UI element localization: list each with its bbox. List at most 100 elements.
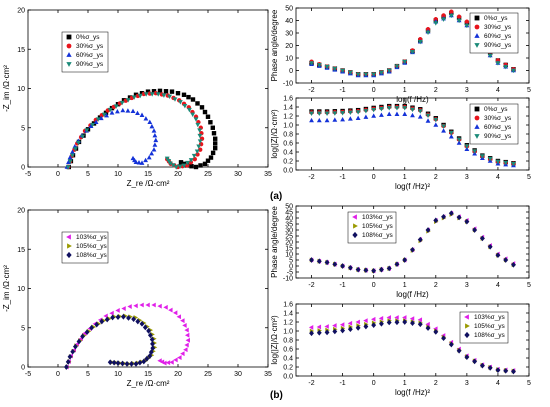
data-point: [316, 111, 322, 116]
x-tick-label: 30: [234, 171, 242, 178]
data-point: [464, 144, 470, 149]
data-point: [67, 159, 73, 164]
data-point: [213, 136, 218, 141]
chart-mod_a: -2 -1 0 1 2 3 4 5 0.0 0.2 0.4 0.6 0.8 1.0 1.2 1.4 1.6 log…: [270, 96, 531, 192]
y-tick-label: 5: [289, 258, 293, 265]
data-point: [193, 164, 199, 170]
data-point: [133, 361, 139, 367]
data-point: [67, 353, 73, 360]
x-tick-label: -5: [25, 171, 31, 178]
data-point: [181, 163, 187, 169]
legend-marker: [474, 106, 480, 112]
data-point: [347, 264, 353, 271]
y-tick-label: 0.2: [283, 365, 293, 372]
x-tick-label: 1: [403, 87, 407, 94]
legend: 0%σ_ys 30%σ_ys 60%σ_ys 90%σ_ys: [469, 12, 519, 54]
legend-marker: [352, 214, 357, 220]
data-point: [120, 107, 126, 113]
data-point: [332, 328, 338, 335]
x-axis-label: log(f /Hz)²: [395, 388, 430, 397]
data-point: [95, 117, 101, 122]
data-point: [90, 122, 95, 128]
data-point: [169, 89, 175, 94]
data-point: [135, 318, 141, 325]
data-point: [177, 164, 183, 169]
x-axis-label: Z_re /Ω·cm²: [127, 179, 170, 188]
data-point: [402, 315, 407, 320]
data-point: [153, 91, 158, 96]
data-point: [147, 119, 153, 125]
x-tick-label: 25: [204, 371, 212, 378]
data-point: [394, 64, 400, 69]
legend-marker: [474, 134, 480, 139]
data-point: [189, 164, 194, 169]
data-point: [448, 13, 454, 19]
data-point: [339, 322, 345, 328]
data-point: [456, 18, 462, 24]
legend-box: [469, 12, 519, 54]
data-point: [371, 107, 377, 113]
data-point: [162, 360, 167, 366]
legend-label: 0%σ_ys: [76, 34, 100, 41]
x-tick-label: 30: [234, 371, 242, 378]
data-point: [479, 154, 485, 159]
data-point: [195, 152, 200, 157]
data-point: [127, 304, 132, 309]
data-point: [211, 131, 217, 136]
data-point: [464, 146, 470, 152]
data-point: [205, 158, 211, 163]
legend-marker: [66, 52, 72, 57]
data-point: [114, 109, 120, 114]
x-tick-label: 4: [496, 282, 500, 289]
y-tick-label: 0.8: [283, 132, 293, 139]
data-point: [456, 140, 462, 145]
data-point: [67, 154, 73, 160]
x-axis-label: Z_re /Ω·cm²: [127, 379, 170, 388]
x-tick-label: 15: [144, 171, 152, 178]
data-point: [142, 324, 148, 331]
data-point: [324, 259, 330, 266]
data-point: [133, 303, 138, 309]
series-108%σ_ys: [309, 210, 516, 274]
data-point: [88, 123, 94, 128]
y-tick-label: 0.0: [283, 168, 293, 175]
y-axis-label: Phase angle/degree: [270, 9, 279, 81]
data-point: [104, 316, 110, 323]
data-point: [170, 163, 176, 168]
y-tick-label: 0.8: [283, 338, 293, 345]
y-tick-label: -10: [283, 276, 293, 283]
data-point: [324, 324, 329, 329]
data-point: [197, 139, 203, 144]
data-point: [511, 261, 516, 268]
data-point: [394, 315, 399, 320]
series-60%σ_ys: [64, 107, 159, 169]
data-point: [167, 94, 173, 99]
data-point: [98, 115, 104, 121]
x-tick-label: 4: [496, 380, 500, 387]
data-point: [66, 159, 71, 165]
data-point: [165, 360, 171, 366]
data-point: [441, 213, 446, 220]
data-point: [145, 302, 150, 308]
data-point: [355, 72, 361, 77]
data-point: [379, 266, 384, 273]
y-tick-label: 10: [17, 86, 25, 93]
data-point: [148, 349, 154, 355]
data-point: [332, 111, 338, 116]
data-point: [433, 122, 439, 127]
data-point: [151, 302, 156, 308]
legend-label: 0%σ_ys: [484, 106, 508, 113]
data-point: [141, 358, 147, 365]
data-point: [147, 332, 153, 339]
data-point: [109, 110, 115, 115]
data-point: [394, 261, 400, 268]
data-point: [84, 329, 90, 335]
x-tick-label: 4: [496, 87, 500, 94]
data-point: [386, 315, 391, 320]
data-point: [80, 333, 86, 340]
x-tick-label: 0: [372, 380, 376, 387]
y-axis-label: -Z_im /Ω·cm²: [2, 265, 11, 312]
y-tick-label: 40: [285, 216, 293, 223]
data-point: [417, 39, 423, 45]
